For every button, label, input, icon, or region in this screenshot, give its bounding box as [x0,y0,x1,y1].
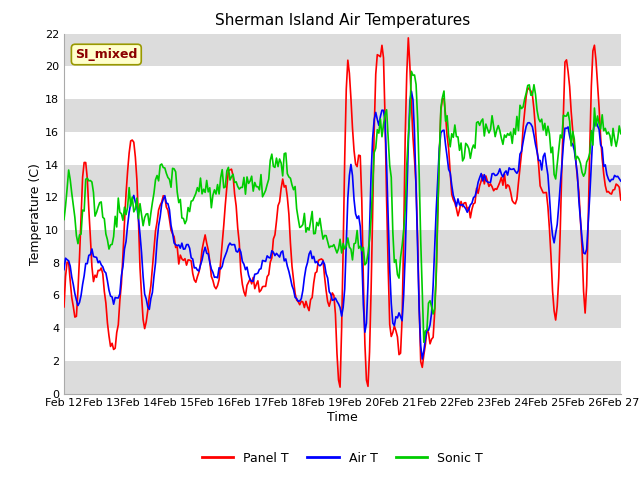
Bar [64,328,621,361]
Text: SI_mixed: SI_mixed [75,48,138,61]
Bar [64,361,621,394]
Bar [64,132,621,165]
Title: Sherman Island Air Temperatures: Sherman Island Air Temperatures [215,13,470,28]
Bar [64,295,621,328]
Bar [64,66,621,99]
Bar [64,263,621,295]
Bar [64,34,621,66]
Bar [64,230,621,263]
Legend: Panel T, Air T, Sonic T: Panel T, Air T, Sonic T [196,447,488,469]
Bar [64,197,621,230]
Y-axis label: Temperature (C): Temperature (C) [29,163,42,264]
Bar [64,165,621,197]
X-axis label: Time: Time [327,411,358,424]
Bar [64,99,621,132]
